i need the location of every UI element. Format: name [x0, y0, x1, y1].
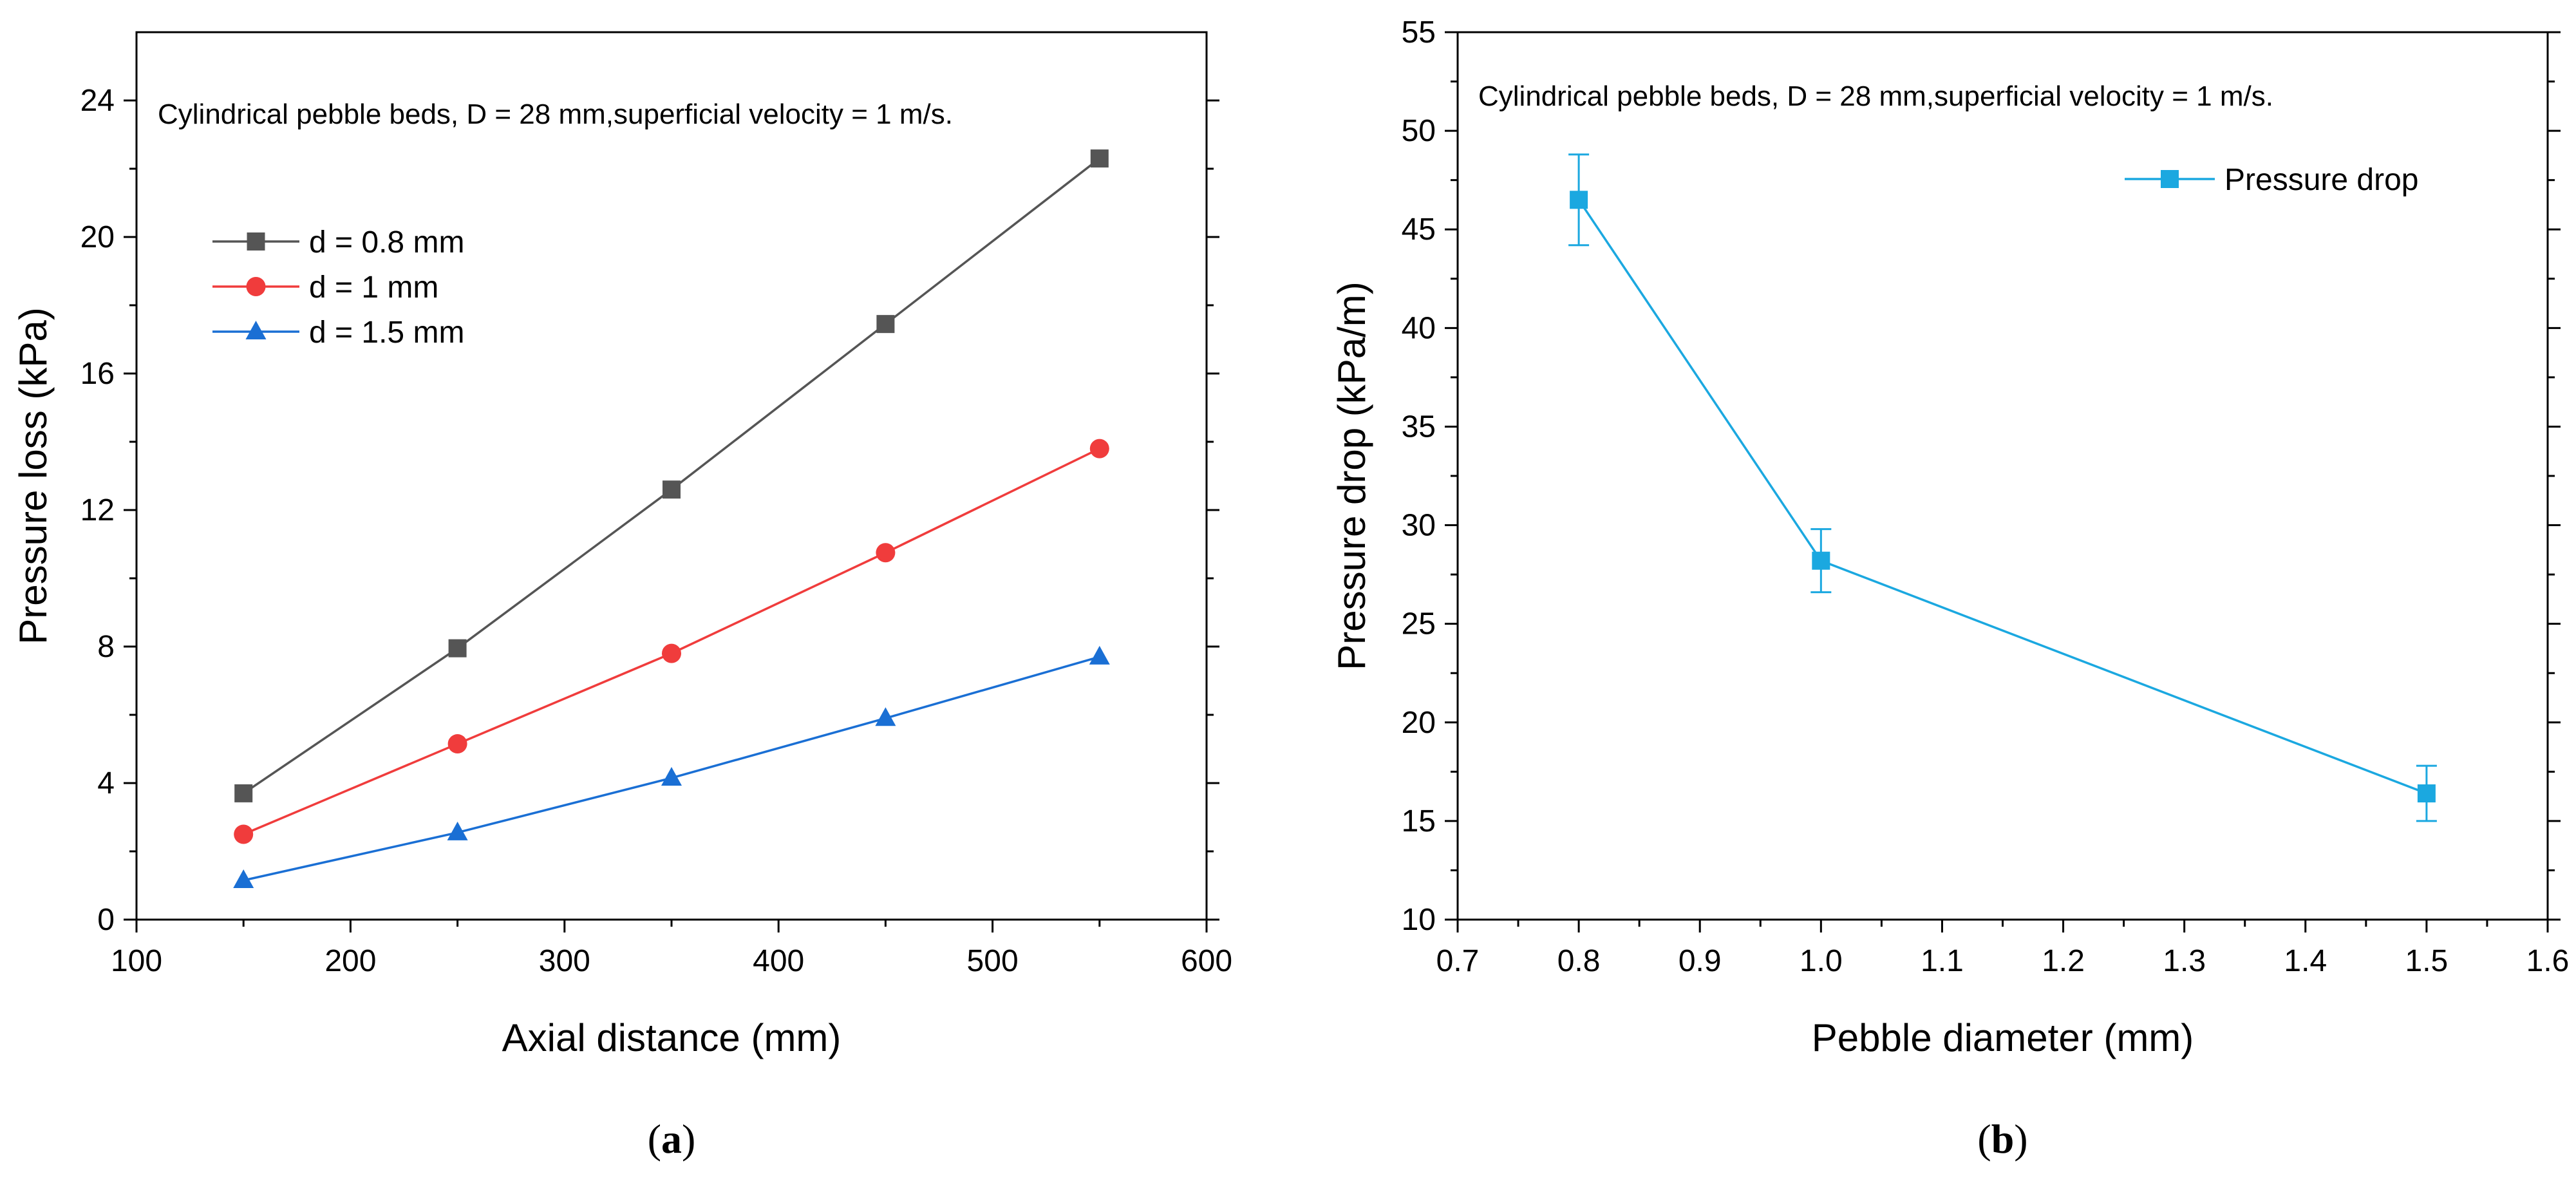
panel-label-letter: b	[1991, 1116, 2015, 1162]
series-line	[1577, 199, 2427, 795]
series-0	[1568, 153, 2437, 822]
y-tick-label: 10	[1402, 903, 1436, 937]
x-axis-title: Axial distance (mm)	[502, 1016, 841, 1059]
data-point	[447, 821, 468, 840]
data-point	[875, 707, 896, 726]
legend-marker	[245, 321, 267, 339]
data-point	[234, 784, 253, 802]
y-tick-label: 55	[1402, 15, 1436, 50]
legend-marker	[2161, 170, 2179, 188]
data-point	[661, 767, 682, 786]
panel-label-close: )	[2014, 1116, 2027, 1162]
panel-label-open: (	[648, 1116, 661, 1162]
data-point	[663, 480, 681, 499]
y-tick-label: 35	[1402, 410, 1436, 444]
y-tick-label: 4	[97, 766, 115, 800]
legend-label: Pressure drop	[2224, 163, 2418, 197]
data-point	[1570, 191, 1588, 209]
data-point	[2417, 784, 2436, 803]
y-tick-label: 25	[1402, 607, 1436, 641]
data-point	[1089, 439, 1109, 459]
chart-b: 0.7 0.8 0.9 1.0 1.1 1.2 1.3 1.4 1.5 1.6 10 15 20 25 30…	[1330, 15, 2569, 1162]
x-axis-title: Pebble diameter (mm)	[1812, 1016, 2194, 1059]
plot-frame	[135, 31, 1208, 921]
x-tick-label: 0.9	[1678, 944, 1722, 978]
series-0	[234, 149, 1109, 802]
panel-label-close: )	[682, 1116, 695, 1162]
plot-annotation: Cylindrical pebble beds, D = 28 mm,super…	[1478, 80, 2273, 112]
panel-label-letter: a	[661, 1116, 682, 1162]
x-tick-label: 0.7	[1436, 944, 1480, 978]
y-tick-label: 12	[80, 493, 115, 527]
y-tick-label: 15	[1402, 804, 1436, 838]
y-tick-label: 50	[1402, 114, 1436, 148]
y-tick-label: 8	[97, 630, 115, 664]
panel-label-open: (	[1977, 1116, 1991, 1162]
data-point	[233, 869, 254, 889]
data-point	[1090, 149, 1109, 168]
x-tick-label: 1.4	[2284, 944, 2327, 978]
data-point	[662, 643, 681, 663]
data-point	[234, 824, 254, 844]
y-tick-label: 20	[1402, 706, 1436, 740]
panel-label: (b)	[1977, 1116, 2027, 1162]
y-axis-title: Pressure loss (kPa)	[12, 307, 55, 644]
legend-label: d = 0.8 mm	[309, 225, 464, 260]
y-tick-label: 45	[1402, 213, 1436, 247]
x-tick-label: 1.0	[1800, 944, 1843, 978]
legend-marker	[247, 232, 265, 251]
data-point	[876, 315, 895, 334]
x-tick-label: 200	[324, 944, 376, 978]
x-tick-label: 1.5	[2405, 944, 2449, 978]
y-tick-label: 30	[1402, 509, 1436, 543]
y-tick-label: 20	[80, 220, 115, 254]
panel-label: (a)	[648, 1116, 696, 1162]
series-2	[233, 645, 1110, 889]
x-tick-label: 300	[539, 944, 590, 978]
x-tick-label: 400	[753, 944, 804, 978]
y-tick-label: 40	[1402, 311, 1436, 345]
data-point	[447, 734, 467, 754]
legend-label: d = 1.5 mm	[309, 316, 464, 350]
y-axis-title: Pressure drop (kPa/m)	[1330, 281, 1373, 670]
series-1	[234, 439, 1109, 844]
x-tick-label: 100	[111, 944, 162, 978]
legend-marker	[246, 277, 266, 296]
x-tick-label: 1.6	[2526, 944, 2570, 978]
x-tick-label: 1.3	[2163, 944, 2206, 978]
data-point	[876, 543, 896, 563]
x-tick-label: 600	[1181, 944, 1232, 978]
data-point	[448, 639, 467, 658]
data-point	[1089, 645, 1110, 665]
chart-a: 100 200 300 400 500 600 0 4 8 12 16 20 24 Axial dista…	[12, 31, 1232, 1162]
y-tick-label: 24	[80, 84, 115, 118]
x-tick-label: 500	[967, 944, 1019, 978]
x-tick-label: 1.2	[2042, 944, 2085, 978]
x-tick-label: 1.1	[1921, 944, 1964, 978]
y-tick-label: 0	[97, 903, 115, 937]
legend-label: d = 1 mm	[309, 270, 438, 305]
plot-annotation: Cylindrical pebble beds, D = 28 mm,super…	[158, 99, 953, 130]
data-point	[1812, 551, 1830, 570]
y-tick-label: 16	[80, 357, 115, 391]
x-tick-label: 0.8	[1557, 944, 1601, 978]
